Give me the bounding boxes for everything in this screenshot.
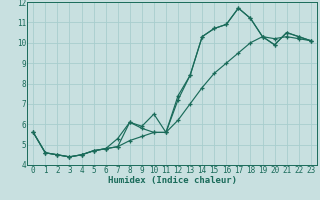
X-axis label: Humidex (Indice chaleur): Humidex (Indice chaleur) [108,176,236,185]
